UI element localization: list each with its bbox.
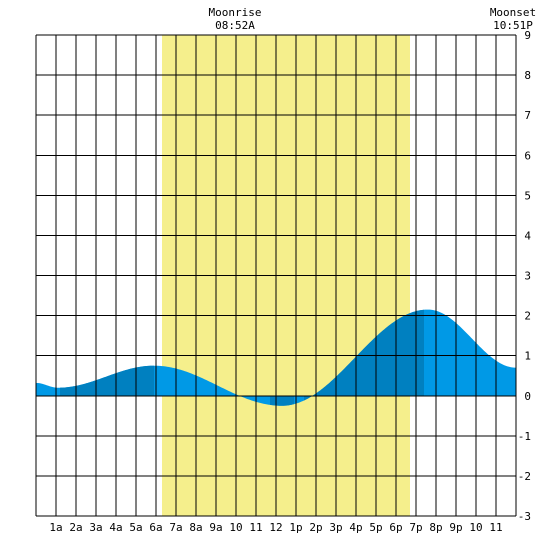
x-tick-label-16: 5p bbox=[369, 521, 382, 534]
x-tick-label-7: 8a bbox=[189, 521, 202, 534]
y-tick-label-5: 4 bbox=[524, 229, 531, 242]
moonset-label: Moonset 10:51P bbox=[478, 6, 548, 32]
x-tick-label-20: 9p bbox=[449, 521, 462, 534]
y-tick-label-10: -1 bbox=[518, 430, 531, 443]
y-tick-label-9: 0 bbox=[524, 390, 531, 403]
x-tick-label-9: 10 bbox=[229, 521, 242, 534]
moonrise-time: 08:52A bbox=[215, 19, 255, 32]
x-tick-label-12: 1p bbox=[289, 521, 302, 534]
y-tick-label-3: 6 bbox=[524, 149, 531, 162]
x-tick-label-13: 2p bbox=[309, 521, 322, 534]
x-tick-label-14: 3p bbox=[329, 521, 342, 534]
x-tick-label-21: 10 bbox=[469, 521, 482, 534]
x-tick-label-19: 8p bbox=[429, 521, 442, 534]
x-tick-label-4: 5a bbox=[129, 521, 142, 534]
x-tick-label-18: 7p bbox=[409, 521, 422, 534]
y-tick-label-6: 3 bbox=[524, 270, 531, 283]
x-tick-label-1: 2a bbox=[69, 521, 82, 534]
moonset-title: Moonset bbox=[489, 6, 537, 19]
y-tick-label-0: 9 bbox=[524, 29, 531, 42]
x-tick-label-15: 4p bbox=[349, 521, 362, 534]
moonrise-title: Moonrise bbox=[208, 6, 262, 19]
x-tick-label-3: 4a bbox=[109, 521, 122, 534]
x-tick-label-10: 11 bbox=[249, 521, 262, 534]
moonset-time: 10:51P bbox=[493, 19, 533, 32]
y-tick-label-8: 1 bbox=[524, 350, 531, 363]
moonrise-label: Moonrise 08:52A bbox=[195, 6, 275, 32]
x-tick-label-0: 1a bbox=[49, 521, 62, 534]
y-tick-label-4: 5 bbox=[524, 189, 531, 202]
y-tick-label-1: 8 bbox=[524, 69, 531, 82]
y-tick-label-2: 7 bbox=[524, 109, 531, 122]
x-tick-label-6: 7a bbox=[169, 521, 182, 534]
x-tick-label-17: 6p bbox=[389, 521, 402, 534]
x-tick-label-5: 6a bbox=[149, 521, 162, 534]
x-tick-label-2: 3a bbox=[89, 521, 102, 534]
y-tick-label-7: 2 bbox=[524, 310, 531, 323]
y-tick-label-11: -2 bbox=[518, 470, 531, 483]
x-tick-label-11: 12 bbox=[269, 521, 282, 534]
x-tick-label-8: 9a bbox=[209, 521, 222, 534]
x-tick-label-22: 11 bbox=[489, 521, 502, 534]
y-tick-label-12: -3 bbox=[518, 510, 531, 523]
